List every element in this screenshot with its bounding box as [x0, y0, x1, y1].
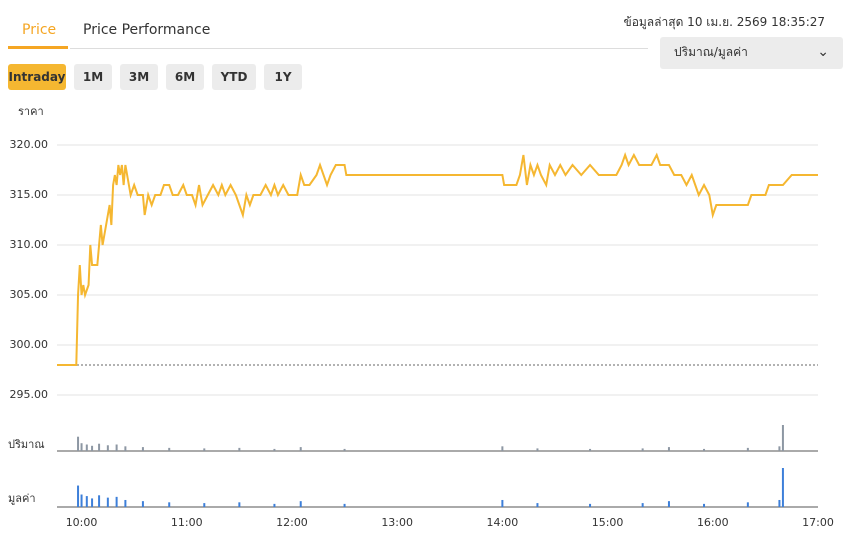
volume-bar: [106, 497, 109, 507]
y-tick-label: 320.00: [10, 138, 49, 151]
volume-bar: [299, 501, 302, 507]
y-tick-label: 315.00: [10, 188, 49, 201]
volume-bar: [124, 499, 127, 507]
volume-bar: [501, 499, 504, 507]
volume-bar: [141, 501, 144, 507]
volume-bar: [273, 448, 276, 451]
x-tick-label: 10:00: [66, 516, 98, 529]
volume-bar: [115, 444, 118, 451]
volume-bar: [98, 495, 101, 507]
volume-bar: [703, 503, 706, 507]
volume-bar: [238, 447, 241, 451]
range-button[interactable]: 1M: [74, 64, 112, 90]
volume-bar: [343, 448, 346, 451]
panel-label: ปริมาณ: [8, 438, 45, 451]
y-tick-label: 295.00: [10, 388, 49, 401]
updated: ข้อมูลล่าสุด 10 เม.ย. 2569 18:35:27: [623, 15, 825, 29]
x-tick-label: 11:00: [171, 516, 203, 529]
price-line: [57, 151, 818, 366]
range-button[interactable]: 1Y: [264, 64, 302, 90]
volume-bar: [746, 447, 749, 451]
x-tick-label: 13:00: [381, 516, 413, 529]
divider: [70, 48, 648, 49]
volume-bar: [115, 496, 118, 507]
volume-bar: [85, 444, 88, 451]
volume-bar: [98, 443, 101, 451]
volume-bar: [641, 503, 644, 507]
volume-bar: [501, 446, 504, 451]
y-tick-label: 300.00: [10, 338, 49, 351]
y-tick-label: 310.00: [10, 238, 49, 251]
volume-bar: [746, 502, 749, 507]
volume-bar: [778, 446, 781, 451]
volume-bar: [667, 447, 670, 451]
volume-bar: [667, 501, 670, 507]
volume-bar: [536, 448, 539, 451]
volume-bar: [299, 447, 302, 451]
tab[interactable]: Price: [22, 22, 57, 38]
volume-bar: [589, 448, 592, 451]
volume-bar: [141, 447, 144, 451]
volume-bar: [91, 445, 94, 451]
panel-label: มูลค่า: [8, 492, 36, 505]
volume-bar: [589, 503, 592, 507]
volume-bar: [703, 448, 706, 451]
volume-bar: [124, 446, 127, 451]
volume-bar: [106, 445, 109, 451]
chevron: ⌄: [817, 44, 829, 60]
x-tick-label: 15:00: [592, 516, 624, 529]
volume-bar: [80, 443, 83, 451]
range-button[interactable]: YTD: [212, 64, 256, 90]
volume-bar: [80, 494, 83, 507]
x-tick-label: 14:00: [487, 516, 519, 529]
volume-bar: [273, 503, 276, 507]
volume-bar: [238, 502, 241, 507]
dropdown-label: ปริมาณ/มูลค่า: [674, 45, 748, 59]
dropdown[interactable]: ปริมาณ/มูลค่า ⌄: [660, 37, 843, 69]
y-axis-label: ราคา: [18, 105, 44, 118]
volume-bar: [203, 503, 206, 507]
volume-bar: [168, 447, 171, 451]
volume-bar: [641, 448, 644, 451]
x-tick-label: 12:00: [276, 516, 308, 529]
volume-bar: [778, 499, 781, 507]
volume-bar: [77, 485, 80, 507]
range-button[interactable]: 3M: [120, 64, 158, 90]
tab[interactable]: Price Performance: [83, 22, 211, 38]
volume-bar: [781, 468, 784, 507]
range-button[interactable]: 6M: [166, 64, 204, 90]
x-tick-label: 17:00: [802, 516, 834, 529]
volume-bar: [168, 502, 171, 507]
volume-bar: [343, 503, 346, 507]
volume-bar: [77, 436, 80, 451]
x-tick-label: 16:00: [697, 516, 729, 529]
volume-bar: [781, 425, 784, 451]
volume-bar: [91, 498, 94, 507]
tab-underline: [8, 46, 68, 49]
volume-bar: [203, 448, 206, 451]
y-tick-label: 305.00: [10, 288, 49, 301]
volume-bar: [85, 496, 88, 507]
volume-bar: [536, 503, 539, 507]
range-button[interactable]: Intraday: [8, 64, 66, 90]
